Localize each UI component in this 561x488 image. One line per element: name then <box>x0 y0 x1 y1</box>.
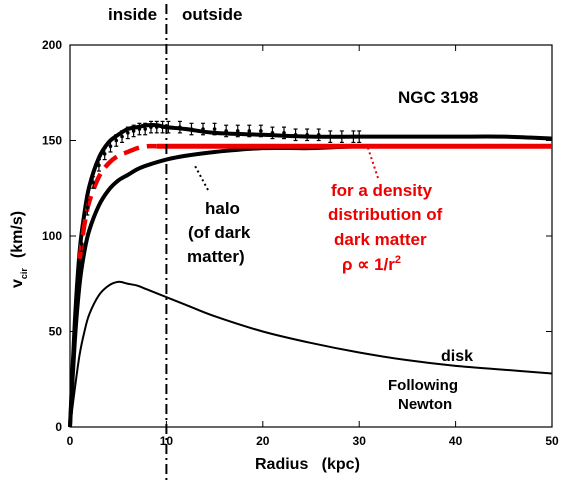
observed-points <box>79 120 362 252</box>
observed-point <box>247 124 252 138</box>
region-label-inside: inside <box>108 5 157 24</box>
observed-point <box>305 128 310 142</box>
x-tick-label: 30 <box>353 434 367 448</box>
halo-leader-line <box>193 163 209 191</box>
density-label-line3: dark matter <box>334 230 427 249</box>
halo-label-line1: halo <box>205 199 240 218</box>
newton-label-line1: Following <box>388 377 458 394</box>
density-leader-line <box>367 147 379 179</box>
observed-point <box>316 128 321 142</box>
observed-point <box>339 130 344 144</box>
y-tick-label: 200 <box>42 38 62 52</box>
observed-point <box>131 124 136 138</box>
region-label-outside: outside <box>182 5 242 24</box>
density-formula: ρ ∝ 1/r2 <box>342 254 401 274</box>
y-axis-label-sub: cir <box>19 268 29 280</box>
x-tick-label: 50 <box>545 434 559 448</box>
observed-point <box>201 122 206 136</box>
observed-point <box>282 126 287 140</box>
x-axis-label: Radius (kpc) <box>255 456 360 473</box>
observed-point <box>102 147 107 161</box>
observed-point <box>114 134 119 147</box>
y-axis-label-units: (km/s) <box>9 211 26 258</box>
observed-point <box>328 130 333 144</box>
density-formula-exponent: 2 <box>395 254 401 266</box>
observed-point <box>235 124 240 138</box>
observed-point <box>212 122 217 136</box>
curve-disk <box>69 280 553 428</box>
observed-point <box>270 126 275 140</box>
density-label-line2: distribution of <box>328 205 443 224</box>
axes: 0 10 20 30 40 50 0 50 100 150 200 <box>42 38 559 448</box>
y-tick-label: 50 <box>49 325 63 339</box>
y-tick-label: 0 <box>55 420 62 434</box>
observed-point <box>137 122 142 136</box>
plot-frame <box>69 44 553 428</box>
y-axis-label: vcir (km/s) <box>9 211 29 288</box>
y-tick-label: 100 <box>42 229 62 243</box>
observed-point <box>258 124 263 138</box>
newton-label-line2: Newton <box>398 396 452 413</box>
density-formula-main: ρ ∝ 1/r <box>342 255 395 274</box>
curve-total <box>68 122 553 428</box>
observed-point <box>189 122 194 136</box>
x-tick-label: 10 <box>160 434 174 448</box>
observed-point <box>351 130 356 144</box>
observed-point <box>293 128 298 142</box>
disk-label: disk <box>441 348 473 365</box>
y-tick-label: 150 <box>42 134 62 148</box>
observed-point <box>143 122 148 136</box>
observed-point <box>125 126 130 140</box>
observed-point <box>224 124 229 138</box>
observed-point <box>120 130 125 144</box>
y-axis-label-main: v <box>9 279 26 288</box>
x-tick-label: 20 <box>256 434 270 448</box>
observed-point <box>357 130 362 144</box>
halo-label-line3: matter) <box>187 247 245 266</box>
observed-point <box>108 139 113 153</box>
observed-point <box>96 159 101 172</box>
chart-title: NGC 3198 <box>398 88 478 107</box>
observed-point <box>154 120 159 134</box>
x-tick-label: 0 <box>67 434 74 448</box>
x-tick-label: 40 <box>449 434 463 448</box>
observed-point <box>148 120 153 134</box>
halo-label-line2: (of dark <box>188 223 251 242</box>
svg-text:vcir(km/s): vcir (km/s) <box>9 211 29 288</box>
observed-point <box>177 120 182 134</box>
observed-point <box>91 176 96 189</box>
model-curves <box>68 122 553 428</box>
density-label-line1: for a density <box>331 181 433 200</box>
observed-point <box>79 235 84 252</box>
curve-density_model_dashed <box>77 143 157 260</box>
observed-point <box>160 120 165 134</box>
observed-point <box>85 199 90 216</box>
